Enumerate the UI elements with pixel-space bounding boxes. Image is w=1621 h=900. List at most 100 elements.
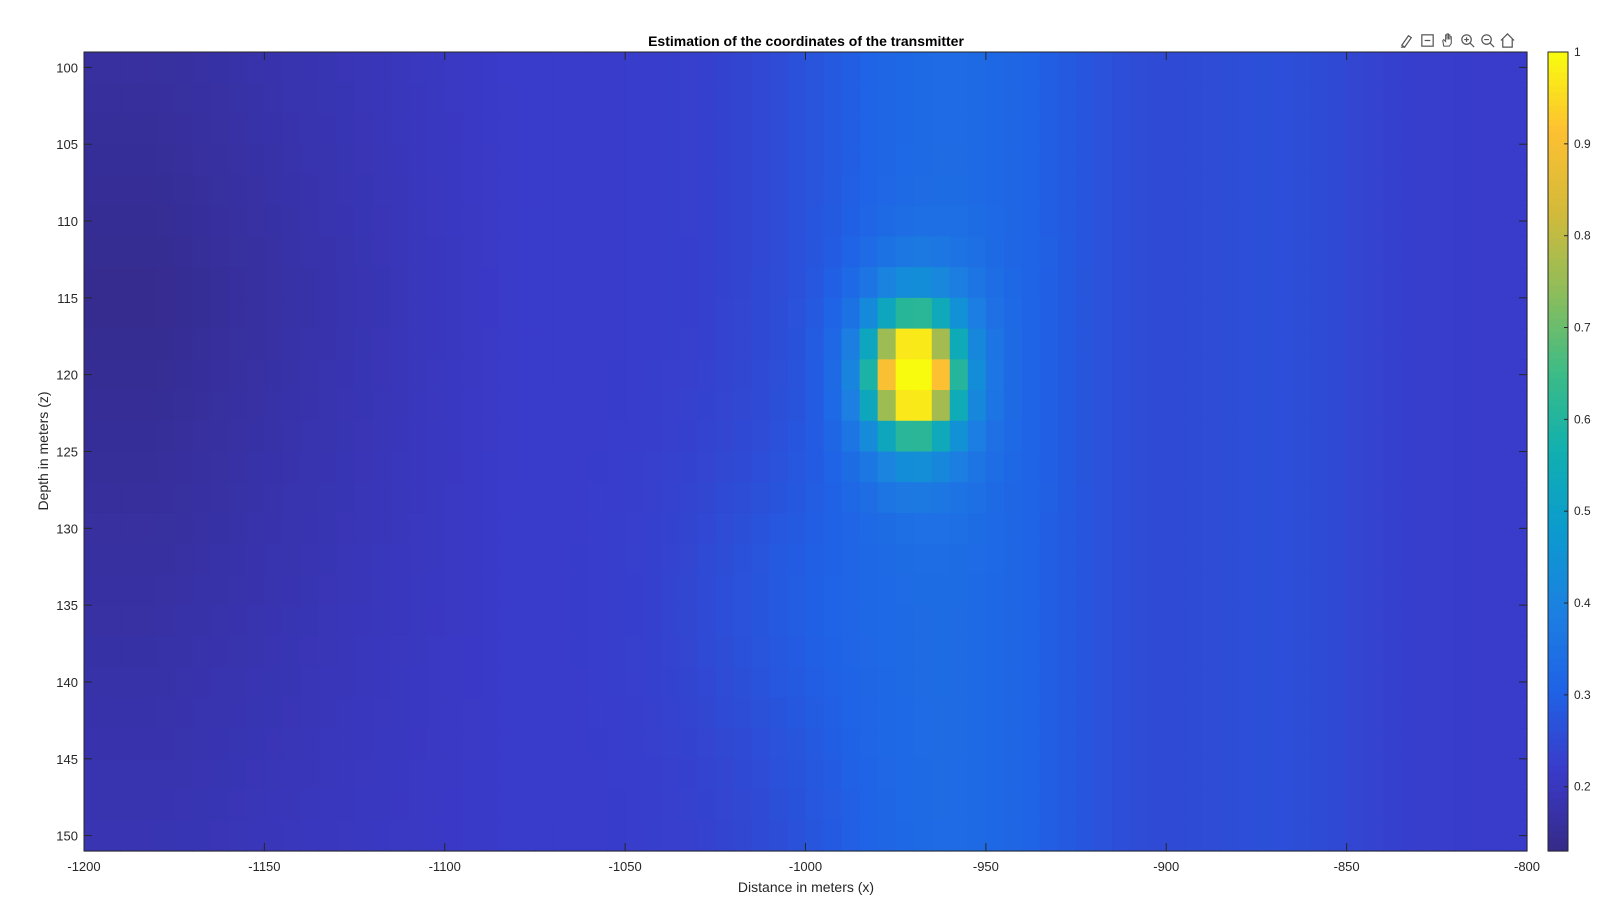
heatmap-cell (498, 820, 518, 852)
colorbar-swatch (1548, 671, 1568, 679)
heatmap-cell (318, 697, 338, 729)
heatmap-cell (300, 543, 320, 576)
heatmap-cell (1039, 482, 1059, 514)
heatmap-cell (697, 543, 716, 576)
heatmap-cell (1112, 420, 1131, 453)
heatmap-cell (1454, 789, 1474, 821)
heatmap-cell (426, 482, 446, 514)
heatmap-cell (895, 543, 915, 576)
heatmap-cell (661, 174, 680, 207)
heatmap-cell (949, 605, 969, 637)
heatmap-cell (462, 390, 482, 422)
heatmap-cell (1202, 328, 1221, 360)
colorbar-swatch (1548, 657, 1568, 666)
heatmap-cell (156, 267, 175, 299)
heatmap-cell (787, 113, 807, 145)
heatmap-cell (354, 297, 374, 330)
heatmap-cell (1039, 359, 1059, 391)
heatmap-cell (859, 605, 879, 637)
heatmap-cell (1472, 267, 1492, 299)
heatmap-cell (985, 113, 1005, 145)
brush-data-icon[interactable] (1398, 31, 1416, 49)
heatmap-cell (805, 697, 825, 729)
heatmap-cell (967, 390, 987, 422)
heatmap-cell (715, 82, 734, 115)
heatmap-cell (1382, 820, 1402, 852)
colorbar-swatch (1548, 338, 1568, 346)
heatmap-cell (516, 144, 536, 176)
colorbar-swatch (1548, 811, 1568, 819)
heatmap-cell (1112, 543, 1131, 576)
heatmap-cell (174, 328, 193, 360)
heatmap-cell (336, 236, 356, 268)
heatmap-cell (120, 52, 139, 84)
home-restore-view-icon[interactable] (1498, 31, 1516, 49)
heatmap-cell (444, 236, 464, 268)
heatmap-cell (1058, 359, 1077, 391)
heatmap-cell (210, 267, 229, 299)
heatmap-cell (589, 82, 608, 115)
heatmap-cell (1003, 359, 1023, 391)
heatmap-cell (228, 605, 247, 637)
heatmap-cell (1274, 482, 1294, 514)
heatmap-cell (1076, 113, 1095, 145)
heatmap-cell (823, 543, 843, 576)
heatmap-cell (1076, 52, 1095, 84)
heatmap-cell (300, 205, 320, 237)
heatmap-cell (571, 789, 590, 821)
heatmap-cell (1418, 635, 1438, 668)
heatmap-cell (1328, 789, 1348, 821)
heatmap-cell (1328, 359, 1348, 391)
heatmap-cell (1220, 328, 1239, 360)
colorbar-swatch (1548, 371, 1568, 379)
heatmap-cell (1058, 482, 1077, 514)
zoom-out-icon[interactable] (1478, 31, 1496, 49)
heatmap-cell (805, 512, 825, 545)
heatmap-cell (1238, 267, 1258, 299)
heatmap-cell (156, 451, 175, 483)
heatmap-cell (462, 328, 482, 360)
heatmap-cell (1076, 328, 1095, 360)
heatmap-cell (300, 390, 320, 422)
heatmap-cell (643, 820, 662, 852)
heatmap-cell (1274, 697, 1294, 729)
heatmap-cell (102, 666, 121, 698)
heatmap-cell (805, 297, 825, 330)
heatmap-cell (228, 574, 247, 606)
y-tick-label: 115 (57, 291, 78, 306)
datatips-icon[interactable] (1418, 31, 1436, 49)
heatmap-cell (426, 820, 446, 852)
heatmap-cell (1021, 543, 1041, 576)
heatmap-cell (120, 113, 139, 145)
heatmap-cell (1256, 820, 1276, 852)
heatmap-cell (985, 52, 1005, 84)
heatmap-cell (1310, 605, 1330, 637)
heatmap-cell (805, 236, 825, 268)
heatmap-cell (1220, 543, 1239, 576)
heatmap-cell (1238, 574, 1258, 606)
heatmap-cell (1076, 697, 1095, 729)
heatmap-cell (246, 605, 265, 637)
heatmap-cell (1238, 697, 1258, 729)
heatmap-cell (372, 605, 392, 637)
heatmap-cell (697, 205, 716, 237)
heatmap-cell (805, 420, 825, 453)
heatmap-cell (931, 82, 951, 115)
colorbar[interactable] (1548, 52, 1568, 852)
heatmap-cell (390, 144, 410, 176)
colorbar-swatch (1548, 424, 1568, 433)
heatmap-cell (1148, 512, 1167, 545)
heatmap-cell (1274, 328, 1294, 360)
heatmap-cell (192, 144, 211, 176)
zoom-in-icon[interactable] (1458, 31, 1476, 49)
heatmap-cell (246, 174, 265, 207)
heatmap-cell (697, 697, 716, 729)
heatmap-cell (264, 605, 284, 637)
pan-hand-icon[interactable] (1438, 31, 1456, 49)
heatmap-cell (787, 236, 807, 268)
heatmap-cell (300, 144, 320, 176)
heatmap-cell (1166, 205, 1185, 237)
heatmap-cell (210, 297, 229, 330)
heatmap-cell (138, 820, 157, 852)
plot-area[interactable] (84, 52, 1528, 852)
